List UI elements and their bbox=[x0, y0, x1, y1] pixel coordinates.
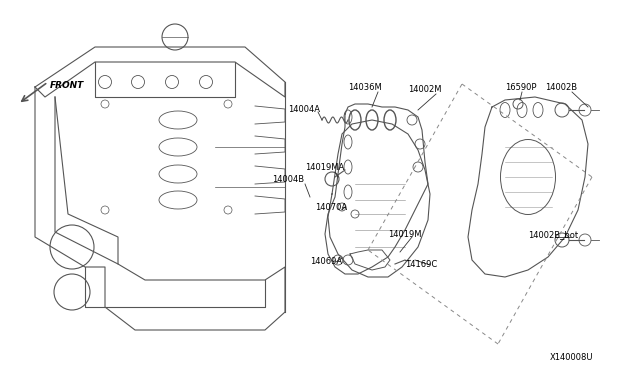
Text: 14169C: 14169C bbox=[405, 260, 437, 269]
Text: 14002M: 14002M bbox=[408, 85, 442, 94]
Text: 14004A: 14004A bbox=[288, 105, 320, 114]
Text: 14019M: 14019M bbox=[388, 230, 422, 239]
Text: 14019MA: 14019MA bbox=[305, 163, 344, 172]
Text: X140008U: X140008U bbox=[550, 353, 593, 362]
Text: 14004B: 14004B bbox=[272, 175, 304, 184]
Text: 14002B_bot: 14002B_bot bbox=[528, 230, 578, 239]
Text: 14069A: 14069A bbox=[310, 257, 342, 266]
Text: 16590P: 16590P bbox=[505, 83, 536, 92]
Text: FRONT: FRONT bbox=[50, 81, 84, 90]
Text: 14036M: 14036M bbox=[348, 83, 381, 92]
Text: 14002B: 14002B bbox=[545, 83, 577, 92]
Text: 14070A: 14070A bbox=[315, 203, 347, 212]
